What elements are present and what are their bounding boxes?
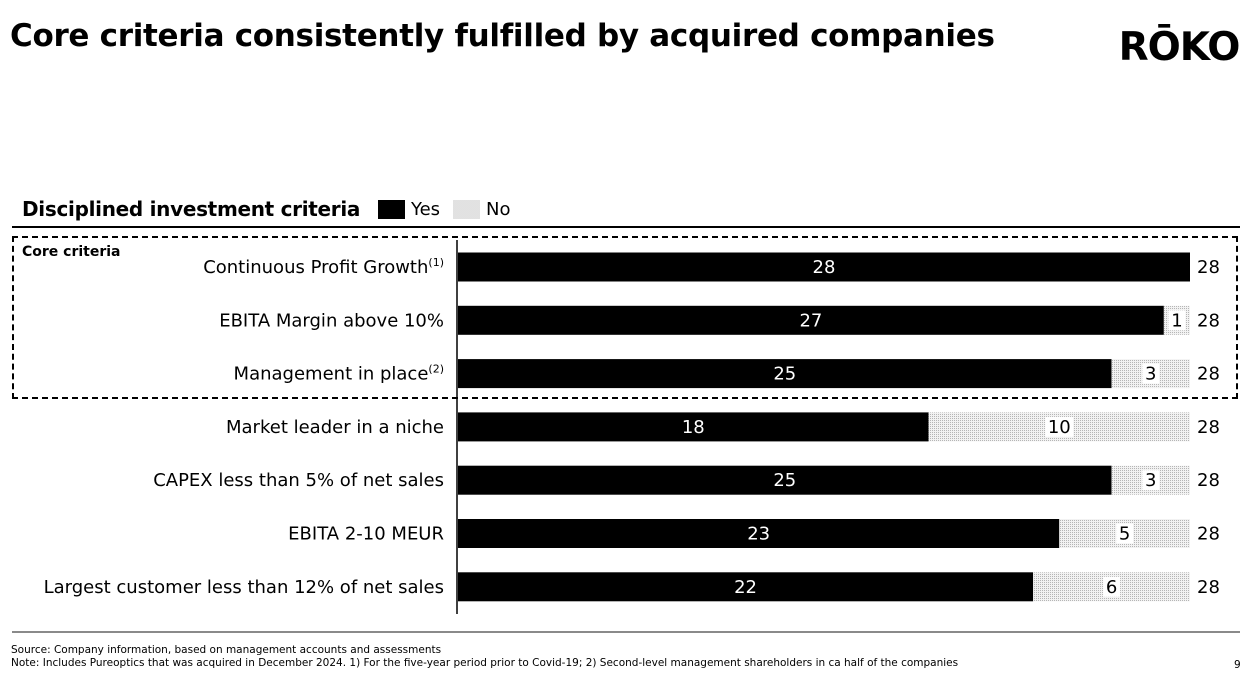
- data-label-no: 5: [1119, 524, 1130, 545]
- data-label-no: 3: [1145, 364, 1156, 385]
- total-label: 28: [1197, 470, 1220, 491]
- roko-logo: RŌKO: [1119, 24, 1241, 64]
- bar-yes: [458, 572, 1034, 602]
- category-label: Market leader in a niche: [226, 417, 444, 438]
- total-label: 28: [1197, 577, 1220, 598]
- bar-yes: [458, 412, 929, 442]
- page-title: Core criteria consistently fulfilled by …: [10, 18, 995, 54]
- core-criteria-label: Core criteria: [22, 244, 121, 260]
- data-label-no-bg: [1103, 576, 1121, 597]
- data-label-yes: 23: [747, 524, 770, 545]
- data-label-no-bg: [1142, 363, 1160, 384]
- data-label-yes: 25: [773, 364, 796, 385]
- data-label-yes: 28: [813, 257, 836, 278]
- data-label-no-bg: [1168, 310, 1186, 331]
- total-label: 28: [1197, 310, 1220, 331]
- category-label: EBITA 2-10 MEUR: [288, 524, 444, 545]
- bar-yes: [458, 305, 1164, 335]
- legend-label-no: No: [486, 199, 511, 220]
- bar-yes: [458, 465, 1112, 495]
- data-label-yes: 25: [773, 470, 796, 491]
- bar-yes: [458, 519, 1060, 548]
- data-label-no-bg: [1142, 470, 1160, 491]
- data-label-no: 6: [1106, 577, 1117, 598]
- data-label-no-bg: [1045, 416, 1074, 437]
- category-label: Largest customer less than 12% of net sa…: [44, 577, 444, 598]
- legend-item-no: No: [453, 199, 510, 220]
- category-label: EBITA Margin above 10%: [219, 310, 444, 331]
- data-label-yes: 18: [682, 417, 705, 438]
- section-heading: Disciplined investment criteria: [22, 197, 361, 221]
- page-number: 9: [1234, 659, 1241, 671]
- footer-divider: [12, 631, 1240, 633]
- category-label: Management in place(2): [234, 363, 444, 385]
- data-label-yes: 22: [734, 577, 757, 598]
- footnote: Note: Includes Pureoptics that was acqui…: [11, 657, 959, 669]
- total-label: 28: [1197, 417, 1220, 438]
- category-label: CAPEX less than 5% of net sales: [153, 470, 444, 491]
- total-label: 28: [1197, 524, 1220, 545]
- data-label-no: 10: [1048, 417, 1071, 438]
- legend-label-yes: Yes: [411, 199, 441, 220]
- legend-item-yes: Yes: [378, 199, 440, 220]
- logo-text: RŌKO: [1119, 24, 1240, 64]
- core-criteria-box: [12, 236, 1238, 399]
- total-label: 28: [1197, 257, 1220, 278]
- data-label-yes: 27: [799, 310, 822, 331]
- data-label-no: 1: [1171, 310, 1182, 331]
- data-label-no: 3: [1145, 470, 1156, 491]
- total-label: 28: [1197, 364, 1220, 385]
- bar-yes: [458, 252, 1190, 282]
- bar-yes: [458, 359, 1112, 389]
- category-label: Continuous Profit Growth(1): [203, 256, 444, 278]
- legend-swatch-no: [453, 200, 480, 219]
- source-note: Source: Company information, based on ma…: [11, 644, 442, 656]
- data-label-no-bg: [1116, 523, 1134, 544]
- header-divider: [12, 226, 1240, 228]
- legend-swatch-yes: [378, 200, 405, 219]
